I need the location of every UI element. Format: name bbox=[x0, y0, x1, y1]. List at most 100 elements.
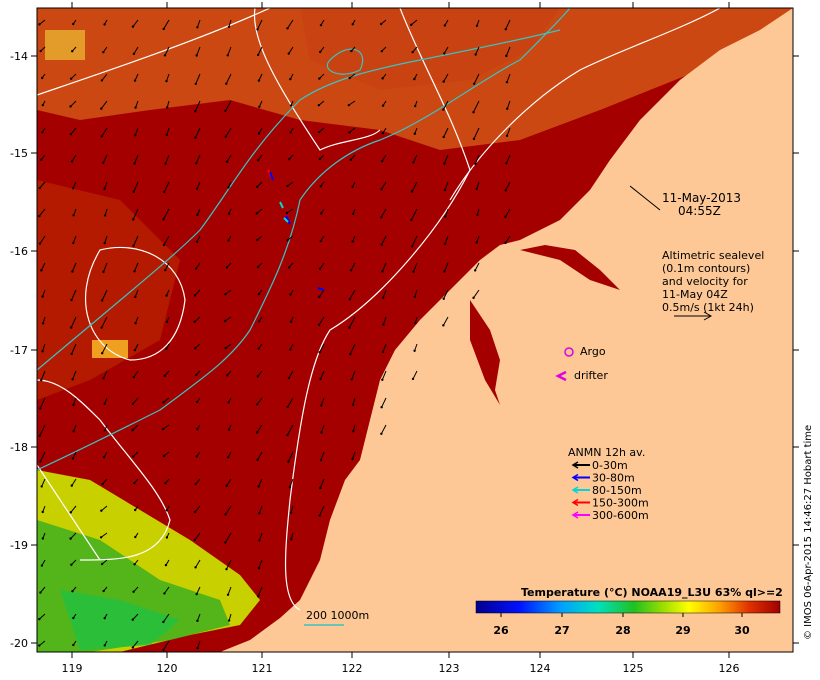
velocity-arrow-head bbox=[256, 53, 260, 57]
altimetry-line-2: (0.1m contours) bbox=[662, 262, 750, 275]
velocity-arrow bbox=[286, 208, 294, 214]
velocity-arrow bbox=[287, 424, 294, 436]
velocity-arrow-head bbox=[413, 295, 417, 299]
velocity-arrow bbox=[164, 262, 170, 271]
velocity-arrow-head bbox=[132, 52, 136, 56]
velocity-arrow bbox=[71, 343, 77, 355]
velocity-arrow-head bbox=[134, 133, 137, 137]
velocity-arrow bbox=[196, 181, 201, 189]
velocity-arrow-head bbox=[195, 161, 198, 165]
velocity-arrow bbox=[133, 181, 139, 193]
velocity-arrow-head bbox=[134, 106, 137, 109]
velocity-arrow-head bbox=[100, 135, 104, 138]
velocity-arrow-head bbox=[442, 297, 445, 300]
velocity-arrow bbox=[320, 397, 325, 406]
velocity-arrow-head bbox=[70, 298, 73, 302]
velocity-arrow-head bbox=[443, 188, 447, 192]
velocity-arrow bbox=[166, 127, 170, 136]
velocity-arrow bbox=[101, 289, 108, 301]
velocity-arrow-head bbox=[317, 104, 321, 107]
velocity-arrow-head bbox=[289, 77, 292, 81]
velocity-arrow bbox=[443, 289, 449, 299]
velocity-arrow-head bbox=[133, 270, 136, 273]
velocity-arrow-head bbox=[162, 648, 165, 652]
velocity-arrow bbox=[350, 262, 356, 271]
velocity-arrow-head bbox=[195, 187, 199, 190]
velocity-arrow-head bbox=[472, 296, 475, 300]
velocity-arrow-head bbox=[351, 23, 354, 26]
velocity-arrow-head bbox=[318, 514, 321, 517]
velocity-arrow-head bbox=[506, 107, 509, 110]
velocity-arrow bbox=[413, 262, 418, 272]
altimetry-line-3: and velocity for bbox=[662, 275, 748, 288]
velocity-arrow-head bbox=[505, 134, 509, 138]
velocity-arrow-head bbox=[285, 211, 289, 215]
velocity-arrow-head bbox=[132, 218, 135, 221]
velocity-arrow-head bbox=[224, 346, 227, 350]
velocity-arrow bbox=[134, 154, 139, 164]
velocity-arrow-head bbox=[133, 508, 137, 512]
velocity-arrow bbox=[164, 46, 170, 56]
velocity-arrow-head bbox=[164, 162, 167, 165]
velocity-arrow bbox=[505, 46, 511, 57]
velocity-arrow-head bbox=[319, 184, 322, 188]
velocity-arrow-head bbox=[505, 54, 508, 58]
velocity-arrow-head bbox=[350, 378, 353, 381]
velocity-arrow bbox=[194, 532, 201, 541]
velocity-arrow bbox=[133, 262, 139, 272]
y-axis: -14 -15 -16 -17 -18 -19 -20 bbox=[10, 50, 799, 650]
velocity-arrow-head bbox=[318, 351, 321, 354]
velocity-arrow bbox=[134, 289, 139, 298]
velocity-arrow bbox=[257, 451, 263, 461]
altimetry-line-4: 11-May 04Z bbox=[662, 288, 728, 301]
velocity-arrow-head bbox=[412, 161, 415, 164]
sealevel-contours bbox=[37, 8, 721, 611]
velocity-arrow-head bbox=[164, 481, 167, 485]
velocity-arrow-head bbox=[472, 110, 475, 114]
velocity-arrow bbox=[476, 181, 480, 190]
velocity-arrow bbox=[381, 370, 387, 380]
velocity-arrow-head bbox=[227, 25, 231, 28]
velocity-arrow bbox=[133, 370, 139, 378]
velocity-arrow-head bbox=[131, 618, 134, 621]
velocity-arrow-head bbox=[193, 347, 197, 350]
sst-warm-patch-north-2 bbox=[300, 8, 560, 90]
velocity-arrow-head bbox=[350, 49, 353, 53]
velocity-arrow bbox=[257, 586, 263, 597]
velocity-arrow-head bbox=[443, 270, 446, 273]
velocity-arrow bbox=[162, 424, 170, 430]
velocity-arrow bbox=[70, 100, 77, 107]
velocity-arrow-head bbox=[381, 378, 384, 381]
velocity-arrow bbox=[410, 19, 418, 26]
velocity-arrow bbox=[444, 208, 449, 217]
velocity-arrow-head bbox=[100, 509, 103, 512]
velocity-arrow bbox=[318, 289, 325, 298]
velocity-arrow-head bbox=[475, 187, 478, 191]
isobath-legend: 200 1000m bbox=[306, 609, 369, 622]
velocity-arrow-head bbox=[255, 238, 259, 242]
velocity-arrow-head bbox=[70, 352, 73, 356]
sst-warm-patch-west bbox=[37, 180, 180, 400]
velocity-arrow bbox=[163, 235, 170, 246]
velocity-arrow-head bbox=[349, 269, 353, 272]
velocity-arrow bbox=[351, 370, 356, 380]
altimetry-legend: Altimetric sealevel (0.1m contours) and … bbox=[662, 249, 764, 321]
velocity-arrow-head bbox=[69, 105, 72, 108]
velocity-arrow-head bbox=[351, 403, 355, 406]
velocity-arrow-head bbox=[70, 484, 73, 487]
velocity-arrow-head bbox=[103, 644, 106, 647]
velocity-arrow-head bbox=[286, 184, 289, 188]
velocity-arrow bbox=[195, 73, 201, 84]
velocity-arrow bbox=[194, 289, 201, 296]
velocity-arrow-head bbox=[414, 321, 417, 325]
velocity-arrow bbox=[289, 478, 294, 488]
velocity-arrow-head bbox=[133, 348, 137, 352]
velocity-arrow bbox=[104, 235, 108, 244]
velocity-arrow-head bbox=[414, 104, 417, 108]
velocity-arrow-head bbox=[166, 106, 169, 109]
sst-cool-patch-3 bbox=[60, 590, 180, 650]
velocity-arrow bbox=[38, 613, 46, 620]
velocity-arrow-head bbox=[348, 298, 352, 301]
velocity-arrow-head bbox=[71, 590, 74, 593]
velocity-arrow-head bbox=[132, 590, 135, 594]
